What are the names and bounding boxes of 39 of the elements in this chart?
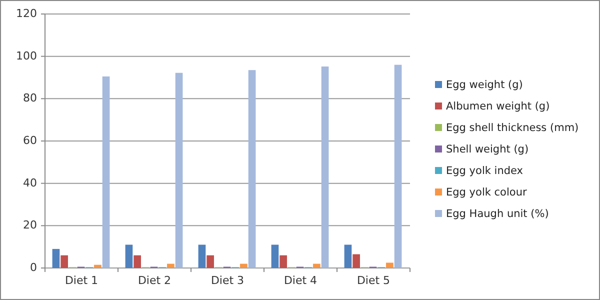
bar — [321, 66, 329, 268]
bar — [271, 244, 279, 268]
x-tick-label: Diet 5 — [356, 274, 390, 287]
bar — [125, 244, 133, 268]
bar — [344, 244, 352, 268]
legend-label: Albumen weight (g) — [446, 100, 550, 112]
bar — [52, 248, 60, 268]
bar — [175, 72, 183, 268]
bar — [134, 255, 141, 268]
y-tick-label: 0 — [30, 261, 37, 274]
legend-label: Egg Haugh unit (%) — [446, 208, 549, 220]
x-tick-label: Diet 4 — [284, 274, 318, 287]
legend-label: Egg shell thickness (mm) — [446, 122, 579, 134]
y-tick-label: 120 — [16, 7, 37, 20]
y-tick-label: 80 — [23, 92, 37, 105]
y-tick-label: 100 — [16, 49, 37, 62]
x-tick-label: Diet 3 — [210, 274, 244, 287]
bar — [248, 70, 256, 268]
x-tick-label: Diet 1 — [64, 274, 98, 287]
legend-label: Egg yolk index — [446, 164, 524, 177]
bar — [167, 264, 174, 268]
bar — [313, 264, 320, 268]
y-tick-label: 60 — [23, 134, 37, 148]
y-tick-label: 20 — [23, 218, 37, 232]
bar — [394, 64, 402, 268]
legend-label: Egg yolk colour — [446, 186, 528, 198]
bar — [240, 264, 248, 268]
bar — [102, 76, 110, 268]
x-tick-label: Diet 2 — [138, 274, 172, 287]
legend-label: Egg weight (g) — [446, 78, 523, 91]
bar — [60, 255, 68, 268]
bar — [206, 255, 214, 268]
y-tick-label: 40 — [23, 176, 37, 190]
bar — [198, 244, 206, 268]
bar — [386, 262, 394, 268]
bar — [94, 264, 102, 268]
legend-label: Shell weight (g) — [446, 143, 529, 156]
bar — [280, 255, 287, 268]
bar — [352, 254, 360, 268]
